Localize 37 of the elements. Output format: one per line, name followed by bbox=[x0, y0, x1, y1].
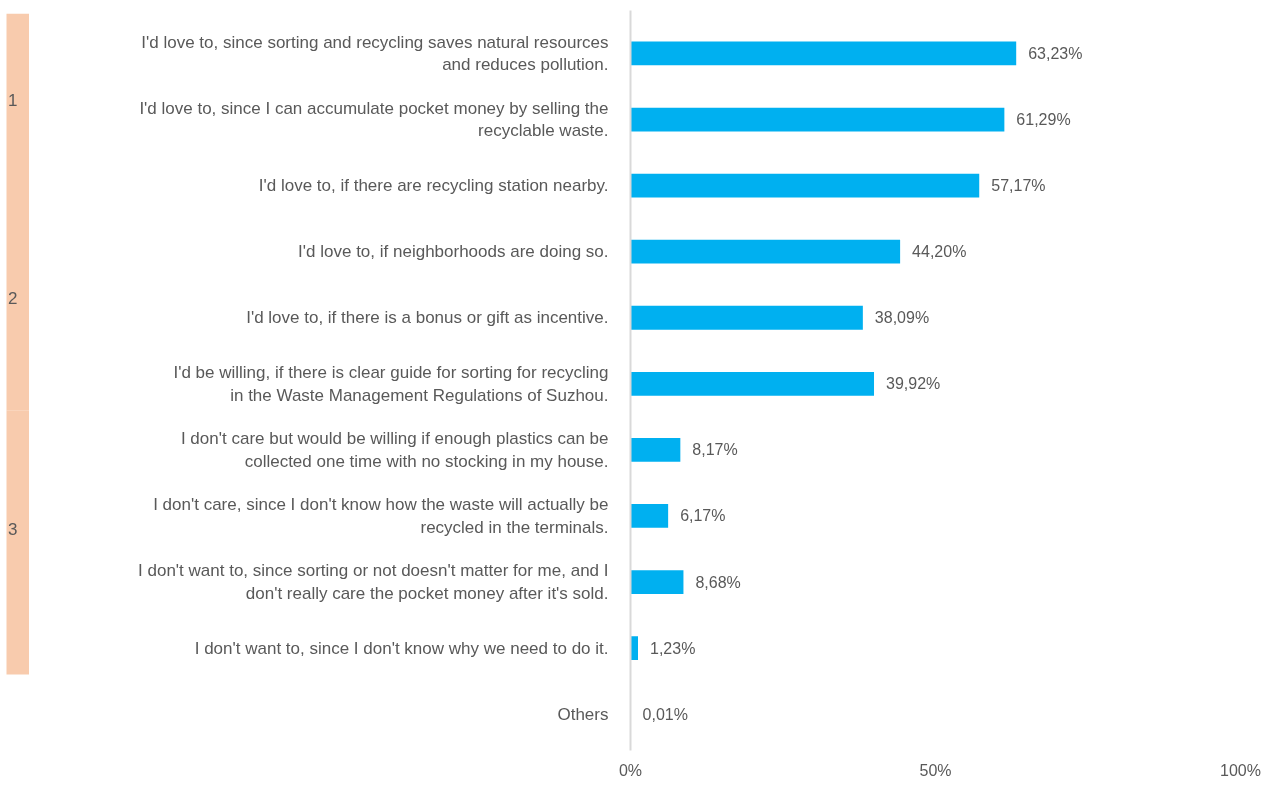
data-label: 8,17% bbox=[692, 441, 738, 459]
bar bbox=[630, 371, 875, 396]
y-tick-label: I don't care but would be willing if enough plastics can be collected one time with no stocking in my house. bbox=[180, 428, 609, 471]
y-tick-label: I'd love to, if there is a bonus or gift as incentive. bbox=[246, 308, 609, 328]
bar bbox=[630, 239, 901, 264]
y-tick-label: I'd love to, since I can accumulate pocket money by selling the recyclable waste. bbox=[139, 98, 609, 141]
bar bbox=[630, 107, 1005, 132]
data-label: 8,68% bbox=[695, 573, 741, 591]
text: 2 bbox=[8, 288, 18, 308]
bar bbox=[630, 504, 669, 528]
x-tick-label: 0% bbox=[618, 761, 643, 779]
data-label: 6,17% bbox=[680, 507, 726, 525]
y-tick-label: I'd love to, since sorting and recycling saves natural resources and reduces pollution. bbox=[141, 32, 609, 75]
data-label: 1,23% bbox=[650, 639, 696, 657]
x-tick-label: 100% bbox=[1220, 761, 1261, 779]
data-label: 63,23% bbox=[1028, 44, 1083, 62]
data-label: 44,20% bbox=[912, 243, 967, 261]
y-tick-label: I don't want to, since I don't know why we need to do it. bbox=[194, 638, 609, 658]
y-tick-label: I'd love to, if there are recycling station nearby. bbox=[258, 176, 609, 196]
y-tick-label: I'd be willing, if there is clear guide for sorting for recycling in the Waste Management Regulations of Suzhou. bbox=[173, 362, 609, 405]
y-tick-label: Others bbox=[557, 704, 609, 724]
y-tick-label: I don't want to, since sorting or not doesn't matter for me, and I don't really care the pocket money after it's sold. bbox=[138, 561, 609, 603]
text: 1 bbox=[8, 90, 18, 110]
bar bbox=[630, 41, 1017, 66]
data-label: 57,17% bbox=[991, 177, 1046, 195]
x-tick-label: 50% bbox=[919, 761, 952, 779]
bar bbox=[630, 173, 980, 198]
data-label: 0,01% bbox=[642, 705, 688, 723]
bar bbox=[630, 570, 684, 594]
y-tick-label: I'd love to, if neighborhoods are doing so. bbox=[298, 242, 609, 262]
y-tick-label: I don't care, since I don't know how the waste will actually be recycled in the terminals. bbox=[153, 495, 609, 537]
text: 3 bbox=[8, 520, 18, 540]
bar bbox=[630, 437, 681, 462]
data-label: 61,29% bbox=[1016, 111, 1071, 129]
bar bbox=[630, 305, 863, 330]
data-label: 38,09% bbox=[874, 309, 930, 327]
data-label: 39,92% bbox=[886, 375, 941, 393]
